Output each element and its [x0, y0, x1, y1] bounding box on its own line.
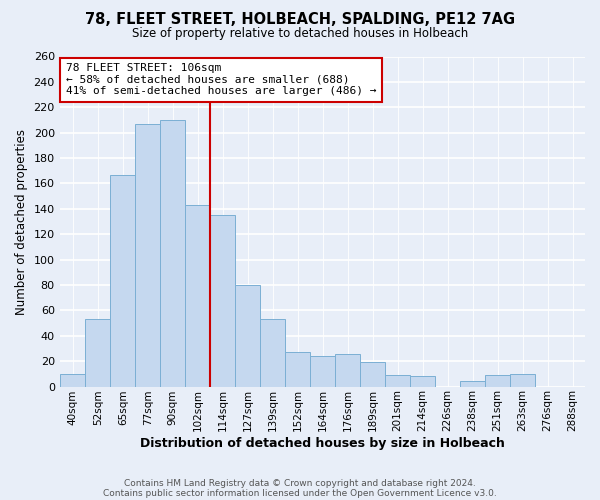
Bar — [136, 124, 160, 386]
Text: 78 FLEET STREET: 106sqm
← 58% of detached houses are smaller (688)
41% of semi-d: 78 FLEET STREET: 106sqm ← 58% of detache… — [65, 63, 376, 96]
Bar — [260, 320, 285, 386]
Text: Contains HM Land Registry data © Crown copyright and database right 2024.: Contains HM Land Registry data © Crown c… — [124, 478, 476, 488]
X-axis label: Distribution of detached houses by size in Holbeach: Distribution of detached houses by size … — [140, 437, 505, 450]
Bar — [85, 320, 110, 386]
Bar — [210, 215, 235, 386]
Text: 78, FLEET STREET, HOLBEACH, SPALDING, PE12 7AG: 78, FLEET STREET, HOLBEACH, SPALDING, PE… — [85, 12, 515, 28]
Bar — [160, 120, 185, 386]
Bar — [61, 374, 85, 386]
Bar — [485, 375, 510, 386]
Bar — [410, 376, 435, 386]
Text: Contains public sector information licensed under the Open Government Licence v3: Contains public sector information licen… — [103, 488, 497, 498]
Bar — [385, 375, 410, 386]
Y-axis label: Number of detached properties: Number of detached properties — [15, 128, 28, 314]
Bar — [285, 352, 310, 386]
Bar — [110, 174, 136, 386]
Bar — [235, 285, 260, 386]
Bar — [510, 374, 535, 386]
Bar — [460, 382, 485, 386]
Bar — [310, 356, 335, 386]
Text: Size of property relative to detached houses in Holbeach: Size of property relative to detached ho… — [132, 28, 468, 40]
Bar — [185, 205, 210, 386]
Bar — [335, 354, 360, 386]
Bar — [360, 362, 385, 386]
